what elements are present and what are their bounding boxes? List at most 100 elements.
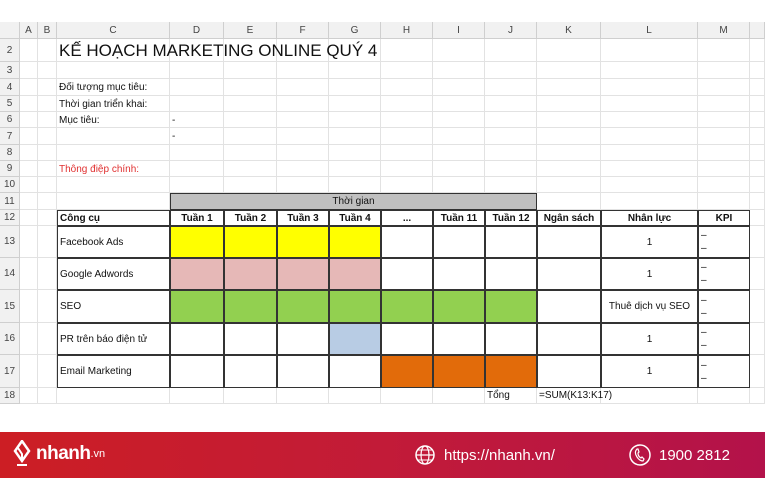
column-header-F[interactable]: F bbox=[277, 22, 329, 39]
cell[interactable] bbox=[277, 177, 329, 193]
cell[interactable] bbox=[750, 323, 765, 355]
cell[interactable] bbox=[277, 39, 329, 62]
week-cell[interactable] bbox=[170, 226, 224, 258]
week-cell[interactable] bbox=[277, 290, 329, 323]
cell[interactable] bbox=[601, 79, 698, 96]
cell[interactable] bbox=[170, 39, 224, 62]
cell[interactable] bbox=[224, 79, 277, 96]
hotline[interactable]: 1900 2812 bbox=[629, 444, 730, 466]
cell[interactable] bbox=[381, 161, 433, 177]
cell[interactable] bbox=[698, 193, 750, 210]
cell[interactable] bbox=[485, 177, 537, 193]
tool-name[interactable]: Email Marketing bbox=[57, 355, 170, 388]
cell[interactable] bbox=[537, 112, 601, 128]
staff-cell[interactable]: 1 bbox=[601, 355, 698, 388]
week-cell[interactable] bbox=[329, 258, 381, 290]
week-cell[interactable] bbox=[433, 226, 485, 258]
cell[interactable] bbox=[433, 128, 485, 145]
cell[interactable] bbox=[224, 145, 277, 161]
cell[interactable] bbox=[601, 112, 698, 128]
cell[interactable] bbox=[20, 145, 38, 161]
cell[interactable] bbox=[433, 161, 485, 177]
table-header[interactable]: ... bbox=[381, 210, 433, 226]
table-header[interactable]: Tuần 11 bbox=[433, 210, 485, 226]
cell[interactable] bbox=[433, 388, 485, 404]
cell[interactable] bbox=[433, 79, 485, 96]
week-cell[interactable] bbox=[277, 258, 329, 290]
row-header-11[interactable]: 11 bbox=[0, 193, 20, 210]
row-header-17[interactable]: 17 bbox=[0, 355, 20, 388]
cell[interactable] bbox=[38, 161, 57, 177]
cell[interactable] bbox=[20, 193, 38, 210]
cell[interactable] bbox=[601, 193, 698, 210]
cell[interactable] bbox=[601, 388, 698, 404]
cell[interactable] bbox=[38, 112, 57, 128]
cell[interactable] bbox=[698, 128, 750, 145]
budget-cell[interactable] bbox=[537, 258, 601, 290]
row-header-15[interactable]: 15 bbox=[0, 290, 20, 323]
cell[interactable] bbox=[38, 39, 57, 62]
cell[interactable] bbox=[170, 145, 224, 161]
row-header-5[interactable]: 5 bbox=[0, 96, 20, 112]
row-header-8[interactable]: 8 bbox=[0, 145, 20, 161]
week-cell[interactable] bbox=[329, 290, 381, 323]
row-header-6[interactable]: 6 bbox=[0, 112, 20, 128]
column-header-C[interactable]: C bbox=[57, 22, 170, 39]
cell[interactable] bbox=[537, 39, 601, 62]
table-header[interactable]: Tuần 1 bbox=[170, 210, 224, 226]
cell[interactable] bbox=[750, 355, 765, 388]
cell[interactable] bbox=[698, 39, 750, 62]
week-cell[interactable] bbox=[381, 290, 433, 323]
staff-cell[interactable]: 1 bbox=[601, 323, 698, 355]
week-cell[interactable] bbox=[329, 355, 381, 388]
table-header[interactable]: Tuần 2 bbox=[224, 210, 277, 226]
cell[interactable] bbox=[224, 388, 277, 404]
cell[interactable] bbox=[485, 96, 537, 112]
week-cell[interactable] bbox=[381, 323, 433, 355]
column-header-M[interactable]: M bbox=[698, 22, 750, 39]
cell[interactable] bbox=[381, 96, 433, 112]
row-header-18[interactable]: 18 bbox=[0, 388, 20, 404]
week-cell[interactable] bbox=[170, 355, 224, 388]
cell[interactable] bbox=[38, 145, 57, 161]
week-cell[interactable] bbox=[224, 355, 277, 388]
goal-dash[interactable]: - bbox=[172, 114, 176, 126]
column-header-D[interactable]: D bbox=[170, 22, 224, 39]
cell[interactable] bbox=[20, 258, 38, 290]
table-header[interactable]: Công cụ bbox=[57, 210, 170, 226]
row-header-16[interactable]: 16 bbox=[0, 323, 20, 355]
cell[interactable] bbox=[601, 96, 698, 112]
cell[interactable] bbox=[601, 39, 698, 62]
cell[interactable] bbox=[750, 161, 765, 177]
cell[interactable] bbox=[433, 39, 485, 62]
cell[interactable] bbox=[381, 145, 433, 161]
column-header-E[interactable]: E bbox=[224, 22, 277, 39]
cell[interactable] bbox=[20, 355, 38, 388]
week-cell[interactable] bbox=[381, 258, 433, 290]
cell[interactable] bbox=[57, 388, 170, 404]
kpi-cell[interactable]: – – bbox=[698, 258, 750, 290]
week-cell[interactable] bbox=[433, 290, 485, 323]
column-header-L[interactable]: L bbox=[601, 22, 698, 39]
week-cell[interactable] bbox=[485, 323, 537, 355]
cell[interactable] bbox=[750, 226, 765, 258]
cell[interactable] bbox=[57, 112, 170, 128]
cell[interactable] bbox=[224, 161, 277, 177]
row-header-7[interactable]: 7 bbox=[0, 128, 20, 145]
week-cell[interactable] bbox=[170, 258, 224, 290]
cell[interactable] bbox=[433, 145, 485, 161]
table-header[interactable]: Tuần 3 bbox=[277, 210, 329, 226]
website-link[interactable]: https://nhanh.vn/ bbox=[414, 444, 555, 466]
week-cell[interactable] bbox=[485, 290, 537, 323]
cell[interactable] bbox=[433, 96, 485, 112]
cell[interactable] bbox=[485, 79, 537, 96]
column-header-A[interactable]: A bbox=[20, 22, 38, 39]
cell[interactable] bbox=[601, 62, 698, 79]
cell[interactable] bbox=[277, 128, 329, 145]
cell[interactable] bbox=[170, 79, 224, 96]
week-cell[interactable] bbox=[224, 290, 277, 323]
cell[interactable] bbox=[329, 79, 381, 96]
row-header-2[interactable]: 2 bbox=[0, 39, 20, 62]
cell[interactable] bbox=[750, 145, 765, 161]
row-header-3[interactable]: 3 bbox=[0, 62, 20, 79]
